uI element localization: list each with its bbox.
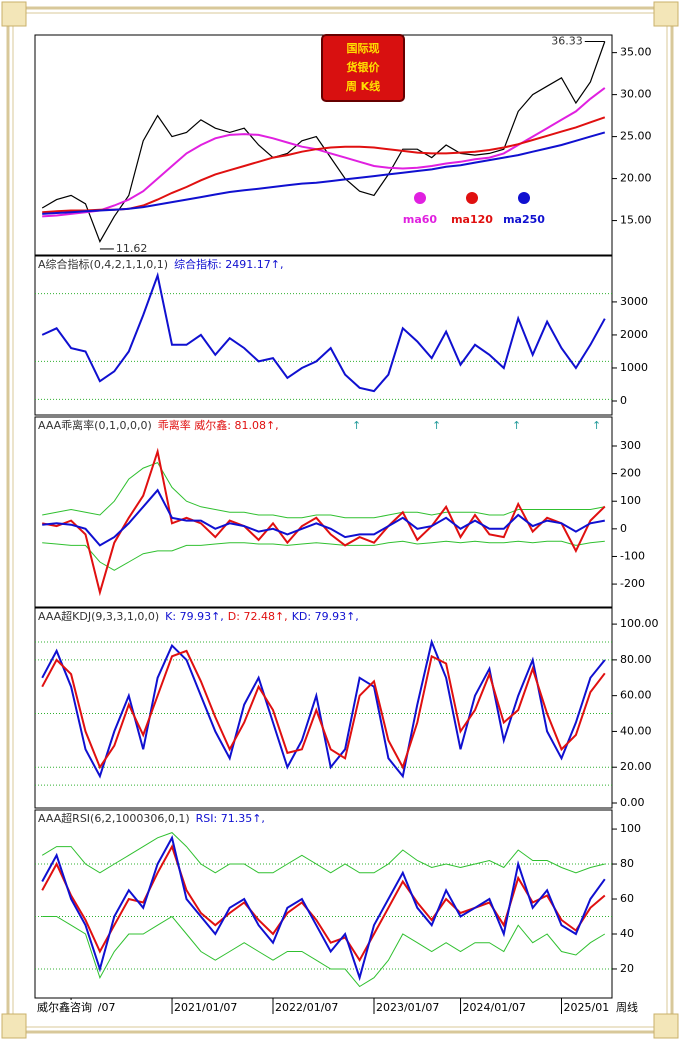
- y-tick-label: 15.00: [620, 214, 652, 227]
- readout: 乖离率 威尔鑫: 81.08↑,: [158, 418, 279, 432]
- panel-title: A综合指标(0,4,2,1,1,0,1): [38, 257, 168, 271]
- svg-text:↑: ↑: [432, 419, 441, 432]
- x-tick-label: 2023/01/07: [376, 1001, 439, 1014]
- readout: KD: 79.93↑,: [292, 610, 359, 623]
- svg-text:↑: ↑: [512, 419, 521, 432]
- series-line: [42, 87, 606, 218]
- y-tick-label: 80.00: [620, 653, 652, 666]
- y-tick-label: 20: [620, 962, 634, 975]
- title-box: [321, 34, 405, 102]
- footer-bg: [36, 1000, 98, 1016]
- frame-inner: [12, 12, 668, 1028]
- series-line: [41, 835, 606, 982]
- title-line: 周 K线: [346, 79, 380, 93]
- y-tick-label: 0: [620, 394, 627, 407]
- y-tick-label: 100.00: [620, 617, 659, 630]
- title-line: 国际现: [347, 41, 380, 55]
- y-tick-label: 300: [620, 439, 641, 452]
- y-tick-label: -100: [620, 549, 645, 562]
- panel-title: AAA乖离率(0,1,0,0,0): [38, 418, 152, 432]
- panel-border: [34, 416, 613, 608]
- y-tick-label: 20.00: [620, 172, 652, 185]
- y-tick-label: 60.00: [620, 689, 652, 702]
- readout: D: 72.48↑,: [228, 610, 288, 623]
- y-tick-label: 40: [620, 927, 634, 940]
- x-tick-label: 2024/01/07: [463, 1001, 526, 1014]
- readout: RSI: 71.35↑,: [196, 812, 265, 825]
- footer-period: 周线: [616, 1000, 638, 1014]
- legend-label: ma120: [451, 213, 493, 226]
- low-label: 11.62: [116, 242, 148, 255]
- y-tick-label: 60: [620, 892, 634, 905]
- y-tick-label: 100: [620, 494, 641, 507]
- panel-title: AAA超RSI(6,2,1000306,0,1): [38, 811, 190, 825]
- legend-ball: [466, 192, 478, 204]
- panel-border: [34, 255, 613, 416]
- series-line: [41, 649, 606, 770]
- frame: [6, 6, 674, 1034]
- panel-title: AAA超KDJ(9,3,3,1,0,0): [38, 609, 159, 623]
- y-tick-label: -200: [620, 577, 645, 590]
- series-line: [42, 131, 606, 215]
- legend-label: ma250: [503, 213, 545, 226]
- y-tick-label: 40.00: [620, 724, 652, 737]
- y-tick-label: 30.00: [620, 88, 652, 101]
- panel-border: [34, 809, 613, 999]
- series-line: [42, 461, 605, 519]
- series-line: [41, 832, 605, 874]
- bias-arrows: ↑ ↑ ↑ ↑: [352, 419, 601, 432]
- x-tick-label: 2025/01: [564, 1001, 610, 1014]
- series-line: [42, 915, 606, 988]
- series-line: [41, 41, 606, 243]
- y-tick-label: 200: [620, 467, 641, 480]
- y-tick-label: 0.00: [620, 796, 645, 809]
- y-tick-label: 80: [620, 857, 634, 870]
- series-line: [41, 271, 606, 393]
- y-tick-label: 1000: [620, 361, 648, 374]
- y-tick-label: 25.00: [620, 130, 652, 143]
- y-tick-label: 3000: [620, 295, 648, 308]
- y-tick-label: 35.00: [620, 46, 652, 59]
- legend-ball: [518, 192, 530, 204]
- title-line: 货银价: [346, 60, 381, 74]
- high-label: 36.33: [551, 34, 583, 47]
- readout: K: 79.93↑,: [165, 610, 224, 623]
- x-tick-label: 2022/01/07: [275, 1001, 338, 1014]
- series-line: [42, 540, 605, 571]
- series-line: [42, 488, 605, 547]
- legend-label: ma60: [403, 213, 438, 226]
- svg-text:↑: ↑: [592, 419, 601, 432]
- x-tick-label: 2021/01/07: [174, 1001, 237, 1014]
- y-tick-label: 0: [620, 522, 627, 535]
- svg-text:↑: ↑: [352, 419, 361, 432]
- y-tick-label: 20.00: [620, 760, 652, 773]
- y-tick-label: 100: [620, 822, 641, 835]
- footer-source: 威尔鑫咨询: [37, 1000, 92, 1014]
- readout: 综合指标: 2491.17↑,: [174, 257, 283, 271]
- y-tick-label: 2000: [620, 328, 648, 341]
- panel-border: [34, 607, 613, 809]
- legend-ball: [414, 192, 426, 204]
